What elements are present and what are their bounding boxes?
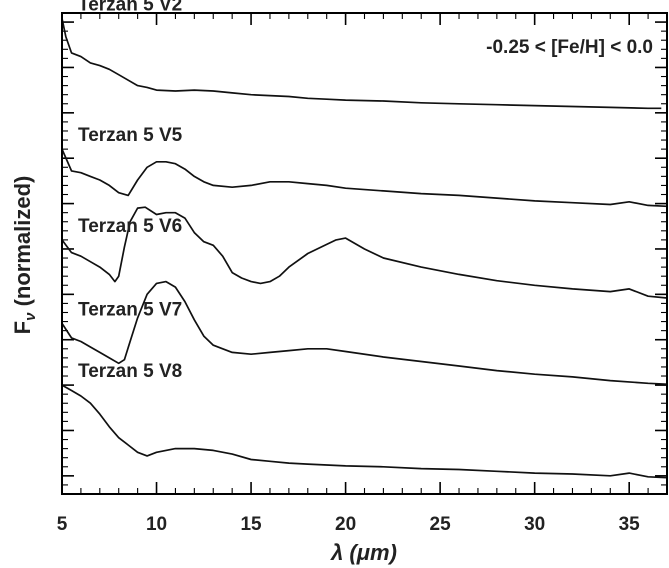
series-group bbox=[61, 18, 668, 479]
series-label: Terzan 5 V7 bbox=[78, 299, 182, 320]
axis-ticks bbox=[61, 12, 668, 495]
spectrum-line bbox=[61, 384, 668, 479]
spectrum-line bbox=[61, 280, 668, 386]
x-tick-label: 25 bbox=[430, 514, 452, 535]
x-tick-label: 10 bbox=[146, 514, 167, 535]
x-tick-labels: 5 10 15 20 25 30 35 bbox=[57, 514, 640, 535]
x-tick-label: 5 bbox=[57, 514, 68, 535]
x-tick-label: 35 bbox=[619, 514, 641, 535]
spectrum-line bbox=[61, 18, 662, 110]
x-tick-label: 15 bbox=[240, 514, 262, 535]
series-label: Terzan 5 V8 bbox=[78, 361, 182, 382]
series-label: Terzan 5 V2 bbox=[78, 0, 182, 15]
spectrum-line bbox=[61, 206, 668, 299]
series-labels: Terzan 5 V2 Terzan 5 V5 Terzan 5 V6 Terzan … bbox=[78, 0, 183, 382]
series-label: Terzan 5 V6 bbox=[78, 216, 182, 237]
spectrum-line bbox=[61, 148, 668, 208]
metallicity-annotation: -0.25 < [Fe/H] < 0.0 bbox=[486, 37, 653, 58]
x-tick-label: 20 bbox=[335, 514, 356, 535]
x-axis-label: λ (μm) bbox=[330, 540, 397, 565]
x-tick-label: 30 bbox=[524, 514, 545, 535]
series-label: Terzan 5 V5 bbox=[78, 125, 183, 146]
plot-frame bbox=[61, 12, 668, 495]
y-axis-label: Fν (normalized) bbox=[10, 176, 39, 335]
